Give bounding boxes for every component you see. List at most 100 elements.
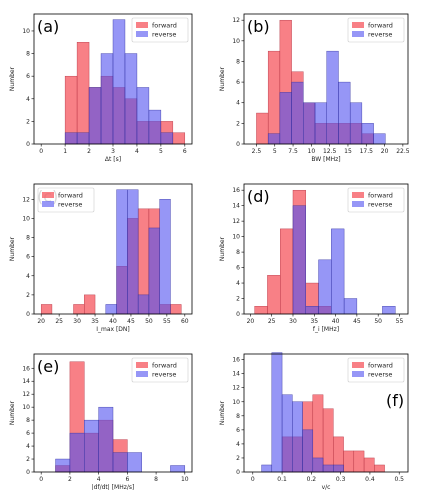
bar-forward xyxy=(73,304,85,315)
bar-forward xyxy=(254,306,268,315)
x-tick-label: 45 xyxy=(127,318,135,325)
bar-reverse xyxy=(302,429,314,473)
x-tick-label: 2.5 xyxy=(252,148,262,155)
y-tick-label: 10 xyxy=(232,234,240,241)
bar-forward xyxy=(84,294,96,315)
y-axis-label: Number xyxy=(9,66,16,91)
x-tick-label: 4 xyxy=(97,476,101,483)
y-tick-label: 12 xyxy=(22,196,30,203)
bar-reverse xyxy=(159,199,171,315)
legend-label-reverse: reverse xyxy=(58,201,82,209)
y-tick-label: 12 xyxy=(22,391,30,398)
bar-reverse xyxy=(112,19,126,145)
bar-forward xyxy=(76,42,90,145)
y-tick-label: 6 xyxy=(236,427,240,434)
axes-frame xyxy=(243,183,409,315)
bar-reverse xyxy=(261,464,273,473)
bar-forward xyxy=(374,464,385,473)
x-tick-label: 5 xyxy=(159,148,163,155)
y-tick-label: 8 xyxy=(236,413,240,420)
x-tick-label: 7.5 xyxy=(288,148,298,155)
y-tick-label: 12 xyxy=(232,17,240,24)
bar-forward xyxy=(363,457,375,473)
y-tick-label: 4 xyxy=(236,441,240,448)
y-tick-label: 10 xyxy=(232,399,240,406)
bar-reverse xyxy=(382,306,396,315)
legend-swatch-reverse xyxy=(136,371,148,377)
x-axis-label: |df/dt| [MHz/s] xyxy=(92,484,135,490)
bar-reverse xyxy=(291,81,304,145)
x-tick-label: 55 xyxy=(396,318,404,325)
bar-reverse xyxy=(373,133,386,145)
x-axis-label: BW [MHz] xyxy=(311,156,340,163)
y-tick-label: 0 xyxy=(236,141,240,148)
bar-reverse xyxy=(318,259,332,315)
legend-label-reverse: reverse xyxy=(368,371,392,379)
y-axis-label: Number xyxy=(219,400,226,425)
legend-swatch-forward xyxy=(136,362,148,368)
y-tick-label: 0 xyxy=(236,311,240,318)
bar-reverse xyxy=(292,205,306,315)
x-tick-label: 10 xyxy=(181,476,189,483)
y-tick-label: 8 xyxy=(26,235,30,242)
y-tick-label: 10 xyxy=(232,38,240,45)
y-tick-label: 16 xyxy=(232,187,240,194)
legend-swatch-forward xyxy=(352,362,364,368)
y-tick-label: 6 xyxy=(26,73,30,80)
y-axis-label: Number xyxy=(219,66,226,91)
y-tick-label: 2 xyxy=(26,292,30,299)
y-tick-label: 10 xyxy=(22,215,30,222)
x-tick-label: 8 xyxy=(154,476,158,483)
x-tick-label: 20 xyxy=(381,148,389,155)
x-tick-label: 20 xyxy=(247,318,255,325)
x-tick-label: 40 xyxy=(109,318,117,325)
x-tick-label: 30 xyxy=(289,318,297,325)
bar-reverse xyxy=(98,406,114,473)
x-tick-label: 2 xyxy=(68,476,72,483)
bar-reverse xyxy=(361,123,374,145)
bar-reverse xyxy=(312,457,324,473)
x-axis-label: Δt [s] xyxy=(105,156,121,163)
x-tick-label: 12.5 xyxy=(323,148,337,155)
y-tick-label: 12 xyxy=(232,218,240,225)
legend-label-reverse: reverse xyxy=(368,201,392,209)
y-tick-label: 0 xyxy=(26,141,30,148)
legend-swatch-reverse xyxy=(42,201,54,207)
bar-reverse xyxy=(331,228,345,315)
y-axis-label: Number xyxy=(219,236,226,261)
bar-forward xyxy=(322,408,334,473)
x-tick-label: 15 xyxy=(344,148,352,155)
y-tick-label: 6 xyxy=(26,430,30,437)
legend-swatch-reverse xyxy=(136,31,148,37)
bar-reverse xyxy=(127,189,139,315)
panel-b: 2.5 5 7.5 10 12.5 15 17.5 20 22.5 0 2 4 6 8 10 12 BW [MH… xyxy=(219,13,410,163)
x-tick-label: 22.5 xyxy=(396,148,410,155)
x-axis-label: v/c xyxy=(322,484,331,490)
bar-reverse xyxy=(112,452,128,473)
y-tick-label: 2 xyxy=(236,455,240,462)
x-tick-label: 5 xyxy=(273,148,277,155)
bar-reverse xyxy=(124,53,138,145)
axes-frame xyxy=(243,13,409,145)
bar-reverse xyxy=(148,109,162,145)
bar-forward xyxy=(172,132,186,145)
panel-letter: (d) xyxy=(247,187,270,206)
bar-reverse xyxy=(292,401,303,473)
legend-swatch-forward xyxy=(352,22,364,28)
y-tick-label: 12 xyxy=(232,385,240,392)
x-tick-label: 45 xyxy=(353,318,361,325)
x-axis-label: f_i [MHz] xyxy=(313,326,339,333)
x-tick-label: 55 xyxy=(163,318,171,325)
y-tick-label: 16 xyxy=(22,365,30,372)
y-tick-label: 0 xyxy=(26,311,30,318)
y-tick-label: 4 xyxy=(26,443,30,450)
y-tick-label: 14 xyxy=(232,203,240,210)
y-tick-label: 2 xyxy=(236,120,240,127)
y-tick-label: 6 xyxy=(236,265,240,272)
legend-swatch-forward xyxy=(352,192,364,198)
x-tick-label: 4 xyxy=(135,148,139,155)
bar-reverse xyxy=(267,133,281,145)
